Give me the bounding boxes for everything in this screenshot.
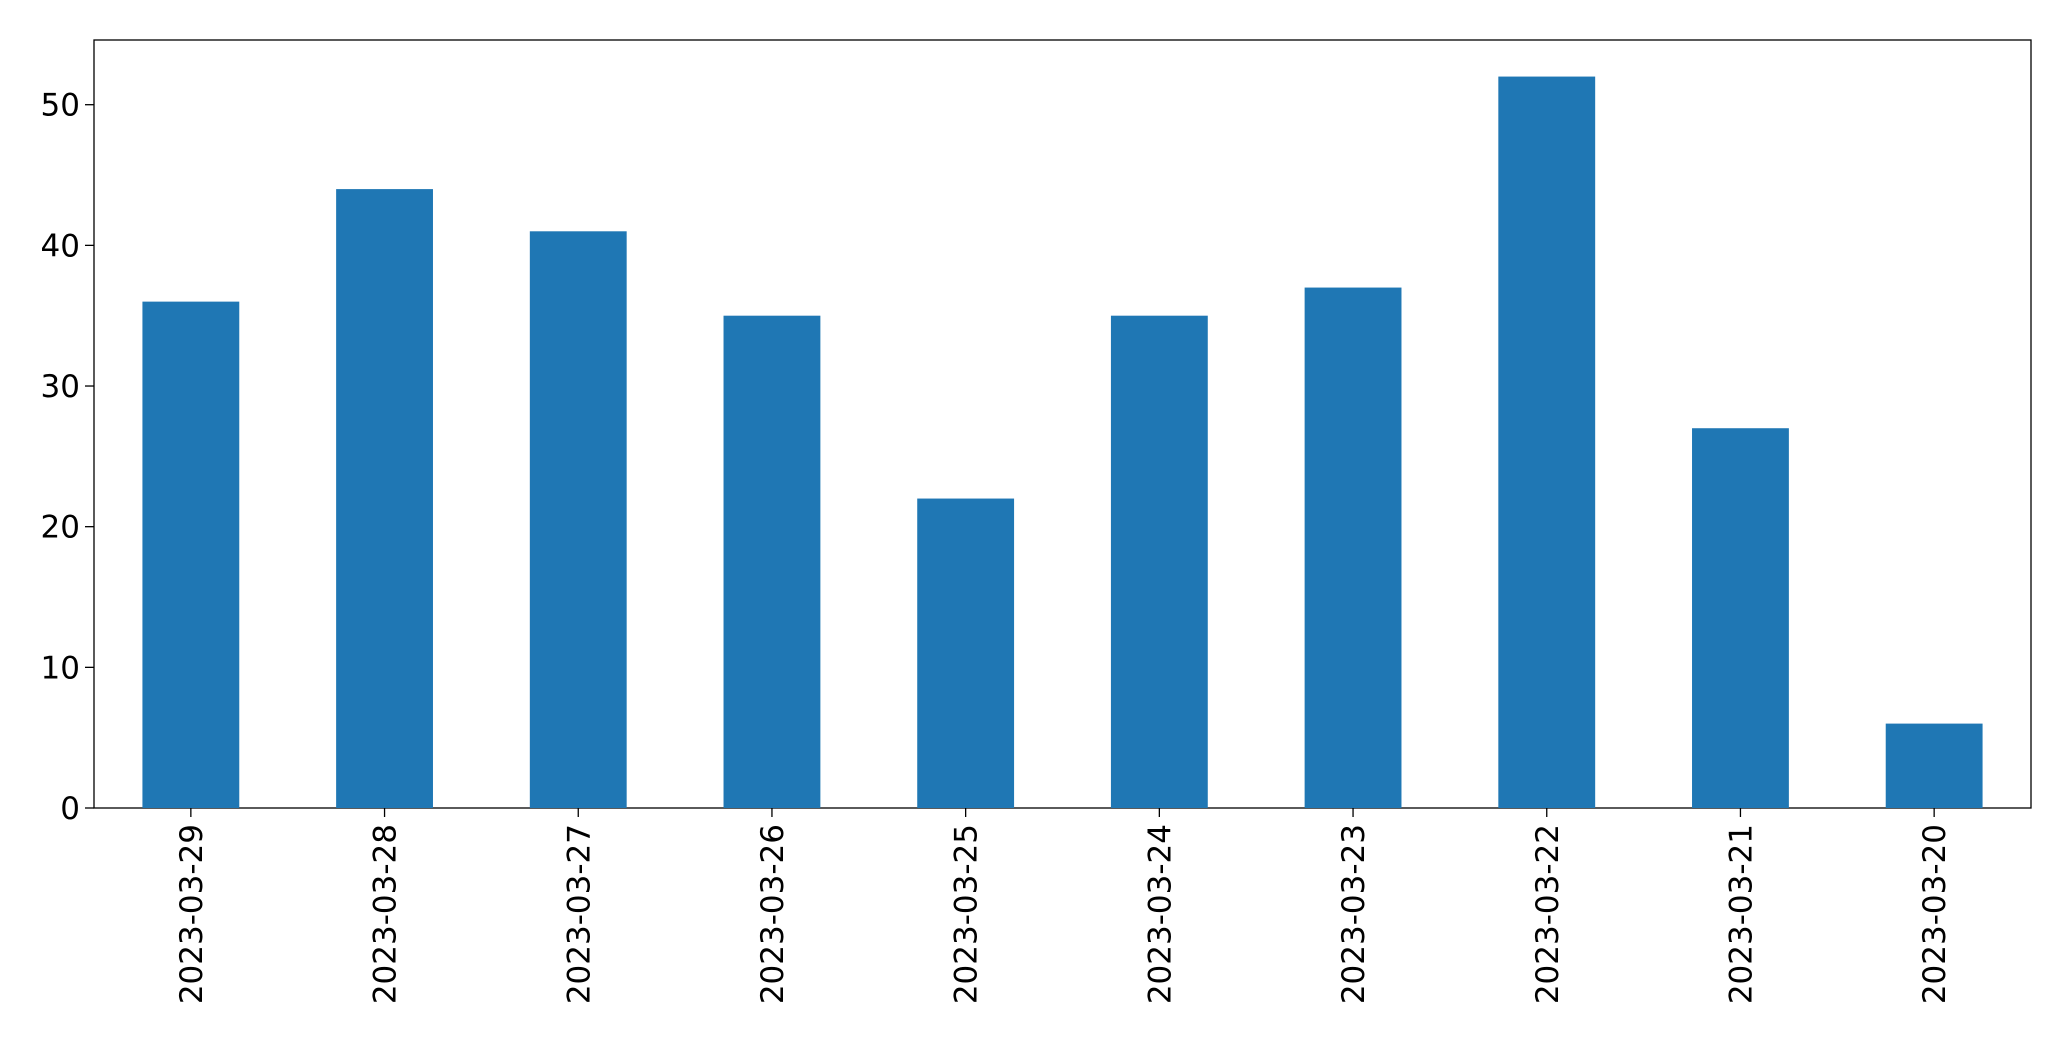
bar <box>917 498 1015 808</box>
x-tick-label: 2023-03-27 <box>561 824 597 1004</box>
y-tick-label: 50 <box>41 88 80 124</box>
bar <box>529 231 627 809</box>
y-tick-label: 30 <box>41 369 80 405</box>
bar <box>1885 723 1983 808</box>
y-tick-label: 20 <box>41 510 80 546</box>
y-tick-label: 40 <box>41 228 80 264</box>
x-tick-label: 2023-03-25 <box>949 824 985 1004</box>
x-tick-label: 2023-03-22 <box>1530 824 1566 1004</box>
bar <box>336 189 433 809</box>
x-tick-label: 2023-03-21 <box>1723 824 1759 1004</box>
plot-frame <box>93 39 2032 809</box>
x-tick-label: 2023-03-29 <box>174 824 210 1004</box>
x-tick-label: 2023-03-26 <box>755 824 791 1004</box>
bar <box>723 315 821 808</box>
bar <box>1692 428 1789 808</box>
bar <box>1110 315 1208 808</box>
bar <box>1304 287 1402 808</box>
bar <box>142 301 240 808</box>
bar <box>1498 76 1596 809</box>
x-tick-label: 2023-03-28 <box>368 824 404 1004</box>
y-tick-label: 0 <box>60 791 80 827</box>
y-tick-label: 10 <box>41 650 80 686</box>
x-tick-label: 2023-03-24 <box>1142 824 1178 1004</box>
x-tick-label: 2023-03-23 <box>1336 824 1372 1004</box>
x-tick-label: 2023-03-20 <box>1917 824 1953 1004</box>
